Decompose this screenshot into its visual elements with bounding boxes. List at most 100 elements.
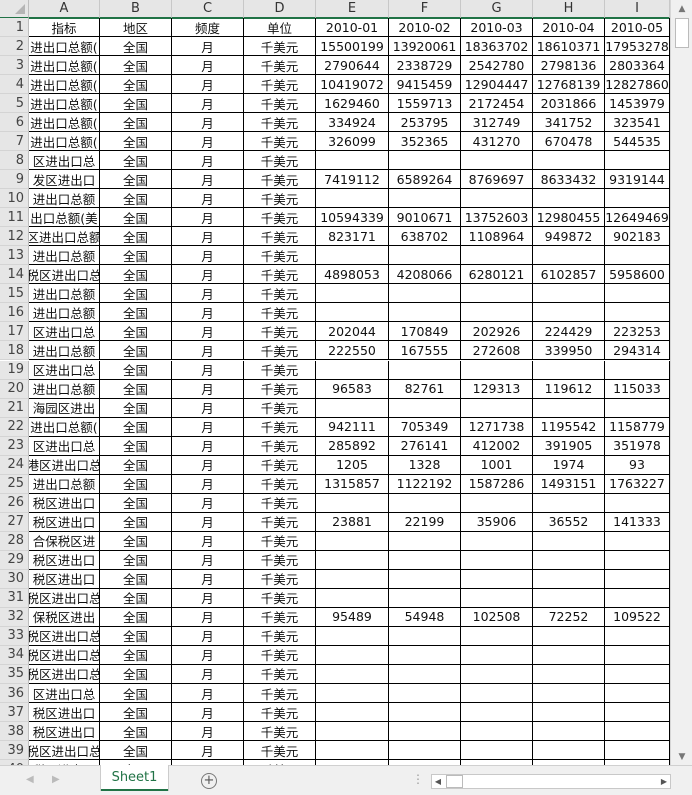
data-cell[interactable] (461, 703, 533, 723)
data-cell[interactable]: 区进出口总额 (29, 227, 100, 247)
data-cell[interactable]: 1453979 (605, 94, 670, 114)
data-cell[interactable]: 全国 (100, 75, 172, 95)
data-cell[interactable]: 1195542 (533, 417, 605, 437)
row-number[interactable]: 38 (0, 722, 29, 742)
data-cell[interactable] (533, 684, 605, 704)
data-cell[interactable]: 5958600 (605, 265, 670, 285)
data-cell[interactable]: 1122192 (389, 474, 461, 494)
data-cell[interactable]: 全国 (100, 322, 172, 342)
data-cell[interactable] (316, 303, 389, 323)
data-cell[interactable]: 千美元 (244, 398, 316, 418)
data-cell[interactable]: 千美元 (244, 436, 316, 456)
data-cell[interactable] (533, 626, 605, 646)
data-cell[interactable]: 全国 (100, 94, 172, 114)
data-cell[interactable] (605, 360, 670, 380)
horizontal-scrollbar[interactable]: ◀ ▶ (431, 774, 671, 789)
data-cell[interactable]: 全国 (100, 588, 172, 608)
data-cell[interactable]: 税区进出口 (29, 703, 100, 723)
data-cell[interactable]: 千美元 (244, 722, 316, 742)
data-cell[interactable]: 352365 (389, 132, 461, 152)
data-cell[interactable] (461, 284, 533, 304)
data-cell[interactable]: 141333 (605, 512, 670, 532)
data-cell[interactable] (461, 626, 533, 646)
data-cell[interactable] (461, 360, 533, 380)
data-cell[interactable] (605, 722, 670, 742)
data-cell[interactable] (605, 531, 670, 551)
column-header-b[interactable]: B (100, 0, 172, 19)
data-cell[interactable] (605, 398, 670, 418)
data-cell[interactable]: 12768139 (533, 75, 605, 95)
data-cell[interactable] (389, 303, 461, 323)
data-cell[interactable] (389, 531, 461, 551)
data-cell[interactable]: 15500199 (316, 37, 389, 56)
data-cell[interactable]: 月 (172, 607, 244, 627)
data-cell[interactable]: 千美元 (244, 760, 316, 765)
data-cell[interactable]: 千美元 (244, 37, 316, 56)
row-number[interactable]: 12 (0, 227, 29, 247)
data-cell[interactable] (316, 741, 389, 761)
data-cell[interactable]: 发区进出口 (29, 170, 100, 190)
data-cell[interactable]: 全国 (100, 265, 172, 285)
data-cell[interactable]: 全国 (100, 417, 172, 437)
data-cell[interactable]: 进出口总额( (29, 113, 100, 133)
row-number[interactable]: 31 (0, 588, 29, 608)
data-cell[interactable]: 2790644 (316, 56, 389, 76)
data-cell[interactable]: 326099 (316, 132, 389, 152)
data-cell[interactable]: 10419072 (316, 75, 389, 95)
scroll-left-icon[interactable]: ◀ (434, 777, 442, 786)
data-cell[interactable]: 1493151 (533, 474, 605, 494)
data-cell[interactable] (461, 246, 533, 266)
data-cell[interactable]: 942111 (316, 417, 389, 437)
data-cell[interactable]: 全国 (100, 56, 172, 76)
data-cell[interactable]: 月 (172, 569, 244, 589)
splitter-handle[interactable]: ⋮ (412, 772, 424, 786)
data-cell[interactable]: 222550 (316, 341, 389, 361)
data-cell[interactable]: 17953278 (605, 37, 670, 56)
data-cell[interactable] (461, 741, 533, 761)
data-cell[interactable]: 82761 (389, 379, 461, 399)
data-cell[interactable] (533, 189, 605, 209)
data-cell[interactable] (533, 493, 605, 513)
data-cell[interactable]: 月 (172, 760, 244, 765)
data-cell[interactable]: 6280121 (461, 265, 533, 285)
data-cell[interactable]: 全国 (100, 227, 172, 247)
data-cell[interactable]: 2798136 (533, 56, 605, 76)
data-cell[interactable]: 全国 (100, 208, 172, 228)
data-cell[interactable]: 月 (172, 531, 244, 551)
data-cell[interactable] (316, 531, 389, 551)
data-cell[interactable] (533, 284, 605, 304)
data-cell[interactable]: 千美元 (244, 284, 316, 304)
row-number[interactable]: 15 (0, 284, 29, 304)
data-cell[interactable]: 全国 (100, 760, 172, 765)
data-cell[interactable] (533, 588, 605, 608)
row-number[interactable]: 34 (0, 645, 29, 665)
data-cell[interactable]: 1629460 (316, 94, 389, 114)
data-cell[interactable]: 1158779 (605, 417, 670, 437)
data-cell[interactable]: 千美元 (244, 303, 316, 323)
data-cell[interactable]: 月 (172, 455, 244, 475)
data-cell[interactable] (316, 398, 389, 418)
data-cell[interactable]: 千美元 (244, 645, 316, 665)
data-cell[interactable] (461, 493, 533, 513)
data-cell[interactable]: 千美元 (244, 626, 316, 646)
row-number[interactable]: 21 (0, 398, 29, 418)
data-cell[interactable] (389, 189, 461, 209)
data-cell[interactable]: 1559713 (389, 94, 461, 114)
data-cell[interactable]: 税区进出口 (29, 722, 100, 742)
data-cell[interactable]: 902183 (605, 227, 670, 247)
data-cell[interactable]: 4898053 (316, 265, 389, 285)
data-cell[interactable] (389, 760, 461, 765)
header-cell[interactable]: 2010-01 (316, 18, 389, 37)
data-cell[interactable]: 进出口总额 (29, 379, 100, 399)
data-cell[interactable]: 670478 (533, 132, 605, 152)
data-cell[interactable]: 167555 (389, 341, 461, 361)
row-number[interactable]: 14 (0, 265, 29, 285)
data-cell[interactable]: 税区进出口总 (29, 588, 100, 608)
data-cell[interactable]: 全国 (100, 664, 172, 684)
data-cell[interactable]: 13752603 (461, 208, 533, 228)
data-cell[interactable]: 区进出口总 (29, 322, 100, 342)
data-cell[interactable]: 54948 (389, 607, 461, 627)
data-cell[interactable] (316, 664, 389, 684)
data-cell[interactable] (461, 398, 533, 418)
row-number[interactable]: 37 (0, 703, 29, 723)
